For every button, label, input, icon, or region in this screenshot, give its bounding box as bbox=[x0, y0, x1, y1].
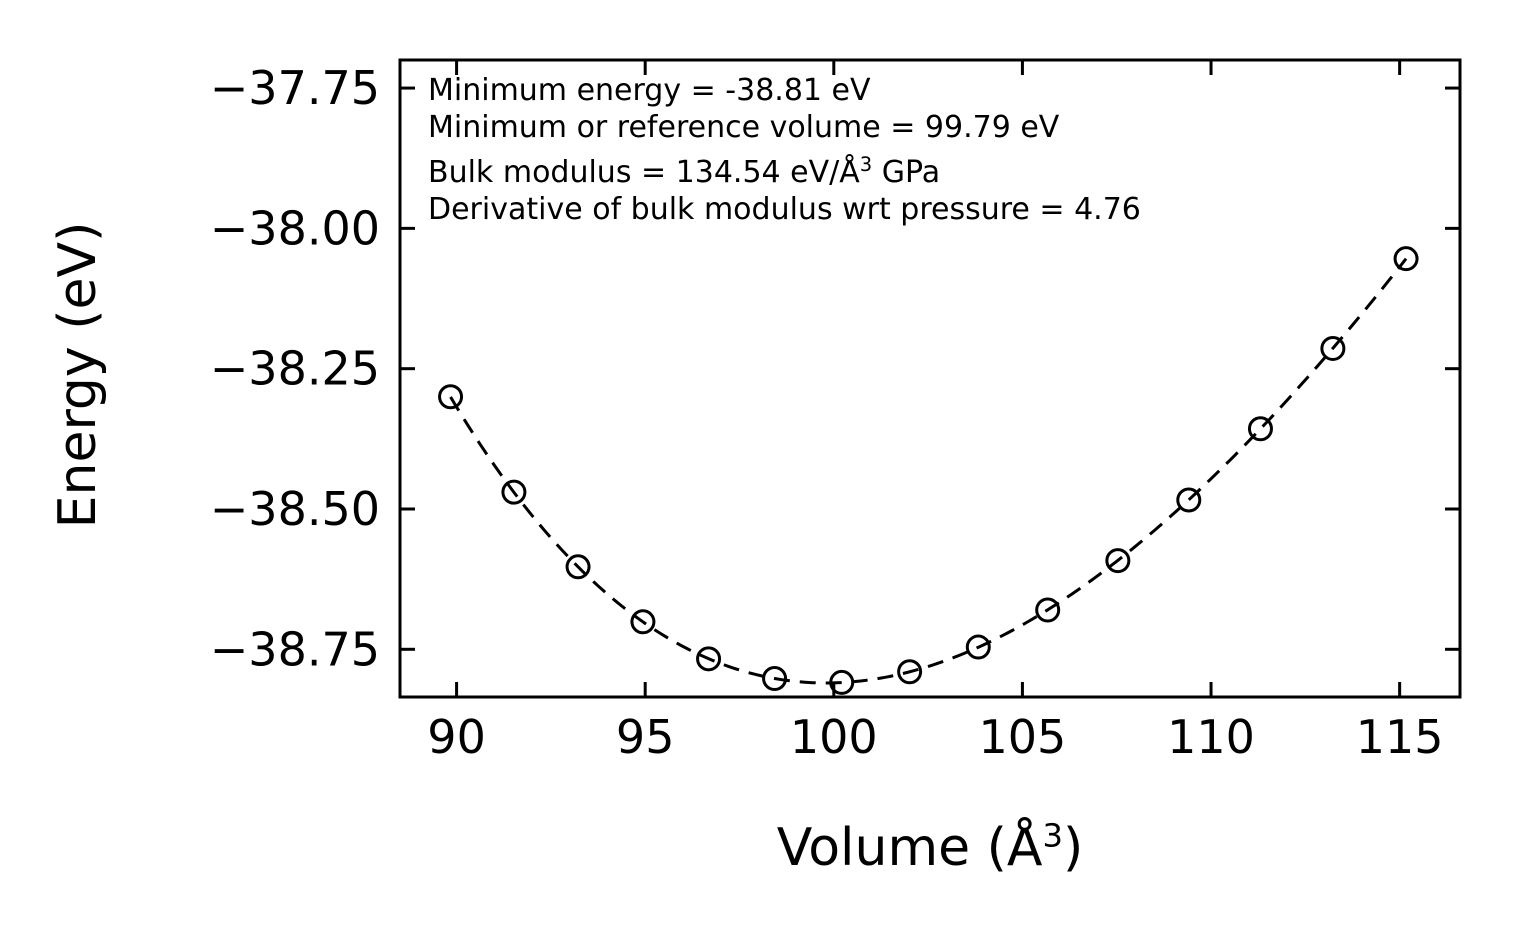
data-point-marker bbox=[1393, 246, 1419, 272]
data-point-marker bbox=[438, 384, 464, 410]
annotation-bulk-modulus: Bulk modulus = 134.54 eV/Å3 GPa bbox=[428, 153, 941, 190]
y-tick-label: −38.00 bbox=[210, 201, 380, 255]
annotation-min-volume: Minimum or reference volume = 99.79 eV bbox=[428, 110, 1060, 145]
y-axis-label: Energy (eV) bbox=[48, 221, 108, 529]
plot-frame bbox=[398, 58, 1462, 699]
data-point-marker bbox=[1105, 548, 1131, 574]
x-tick-label: 115 bbox=[1356, 710, 1444, 764]
x-tick-label: 105 bbox=[979, 710, 1067, 764]
superscript-3: 3 bbox=[1042, 816, 1064, 855]
data-point-marker bbox=[1176, 487, 1202, 513]
data-point-marker bbox=[762, 665, 788, 691]
data-point-marker bbox=[1035, 597, 1061, 623]
data-point-marker bbox=[1320, 335, 1346, 361]
data-point-marker bbox=[965, 634, 991, 660]
data-point-marker bbox=[501, 479, 527, 505]
x-axis-label: Volume (Å3) bbox=[776, 816, 1084, 878]
annotation-bulk-modulus-derivative: Derivative of bulk modulus wrt pressure … bbox=[428, 192, 1141, 227]
fit-results-annotation: Minimum energy = -38.81 eV Minimum or re… bbox=[428, 72, 1141, 228]
y-tick-label: −38.50 bbox=[210, 482, 380, 536]
data-point-marker bbox=[897, 659, 923, 685]
annotation-min-energy: Minimum energy = -38.81 eV bbox=[428, 73, 871, 108]
y-tick-label: −38.25 bbox=[210, 342, 380, 396]
x-tick-label: 100 bbox=[790, 710, 878, 764]
data-point-marker bbox=[696, 646, 722, 672]
x-tick-label: 110 bbox=[1167, 710, 1255, 764]
data-point-marker bbox=[630, 609, 656, 635]
y-tick-label: −38.75 bbox=[210, 622, 380, 676]
x-tick-label: 90 bbox=[427, 710, 486, 764]
data-point-marker bbox=[565, 554, 591, 580]
fit-curve-dashed-line bbox=[449, 257, 1408, 685]
data-point-marker bbox=[1247, 416, 1273, 442]
x-tick-label: 95 bbox=[616, 710, 675, 764]
superscript-3: 3 bbox=[859, 153, 873, 176]
data-point-marker bbox=[829, 669, 855, 695]
y-tick-label: −37.75 bbox=[210, 61, 380, 115]
